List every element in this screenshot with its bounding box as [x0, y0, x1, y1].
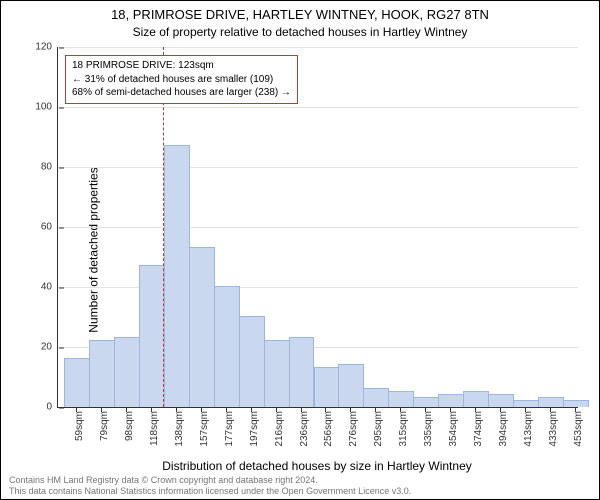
histogram-bar: [538, 397, 564, 407]
y-tick: 120: [16, 42, 58, 53]
histogram-bar: [264, 340, 290, 407]
y-tick: 100: [16, 102, 58, 113]
x-tick: 433sqm: [548, 411, 559, 447]
histogram-bar: [289, 337, 315, 407]
y-tick: 60: [16, 222, 58, 233]
histogram-bar: [164, 145, 190, 407]
x-tick: 197sqm: [249, 411, 260, 447]
histogram-bar: [513, 400, 539, 407]
x-axis-label: Distribution of detached houses by size …: [57, 459, 577, 473]
x-tick: 98sqm: [124, 411, 135, 441]
chart-container: 18, PRIMROSE DRIVE, HARTLEY WINTNEY, HOO…: [0, 0, 600, 500]
footer-attribution: Contains HM Land Registry data © Crown c…: [9, 475, 411, 497]
histogram-bar: [438, 394, 464, 407]
histogram-bar: [413, 397, 439, 407]
histogram-bar: [239, 316, 265, 407]
x-tick: 315sqm: [398, 411, 409, 447]
histogram-bar: [214, 286, 240, 407]
x-tick: 354sqm: [448, 411, 459, 447]
histogram-bar: [139, 265, 165, 407]
x-tick: 335sqm: [423, 411, 434, 447]
annotation-line: 68% of semi-detached houses are larger (…: [72, 86, 291, 100]
x-tick: 256sqm: [323, 411, 334, 447]
y-tick: 80: [16, 162, 58, 173]
x-tick: 276sqm: [348, 411, 359, 447]
x-tick: 413sqm: [523, 411, 534, 447]
histogram-bar: [463, 391, 489, 407]
x-tick: 79sqm: [99, 411, 110, 441]
x-tick: 118sqm: [149, 411, 160, 446]
histogram-bar: [89, 340, 115, 407]
x-tick: 236sqm: [299, 411, 310, 447]
y-tick: 40: [16, 282, 58, 293]
histogram-bar: [314, 367, 340, 407]
histogram-bar: [114, 337, 140, 407]
x-tick: 59sqm: [74, 411, 85, 441]
histogram-bar: [338, 364, 364, 407]
x-tick: 374sqm: [473, 411, 484, 447]
histogram-bar: [189, 247, 215, 407]
x-tick: 453sqm: [573, 411, 584, 447]
footer-line1: Contains HM Land Registry data © Crown c…: [9, 475, 411, 486]
x-tick: 177sqm: [224, 411, 235, 447]
histogram-bar: [64, 358, 90, 407]
histogram-bar: [363, 388, 389, 407]
x-tick: 295sqm: [373, 411, 384, 447]
annotation-line: 18 PRIMROSE DRIVE: 123sqm: [72, 59, 291, 73]
histogram-bar: [488, 394, 514, 407]
histogram-bar: [388, 391, 414, 407]
annotation-box: 18 PRIMROSE DRIVE: 123sqm← 31% of detach…: [65, 55, 298, 104]
x-tick: 394sqm: [498, 411, 509, 447]
y-tick: 20: [16, 342, 58, 353]
x-tick: 216sqm: [274, 411, 285, 447]
histogram-bar: [563, 400, 589, 407]
x-tick: 157sqm: [199, 411, 210, 447]
y-tick: 0: [16, 402, 58, 413]
chart-title: 18, PRIMROSE DRIVE, HARTLEY WINTNEY, HOO…: [1, 7, 599, 22]
chart-subtitle: Size of property relative to detached ho…: [1, 25, 599, 39]
annotation-line: ← 31% of detached houses are smaller (10…: [72, 73, 291, 87]
footer-line2: This data contains National Statistics i…: [9, 486, 411, 497]
x-tick: 138sqm: [174, 411, 185, 447]
